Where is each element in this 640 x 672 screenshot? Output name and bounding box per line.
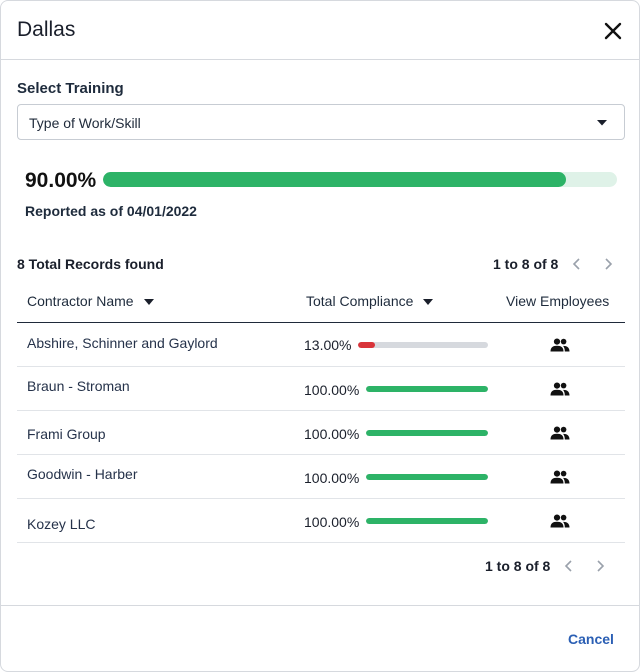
chevron-right-icon[interactable] <box>592 558 608 574</box>
people-icon <box>550 470 570 484</box>
chevron-right-icon[interactable] <box>600 256 616 272</box>
view-employees-button[interactable] <box>550 426 570 440</box>
select-training-label: Select Training <box>17 80 124 97</box>
chevron-left-icon[interactable] <box>561 558 577 574</box>
people-icon <box>550 382 570 396</box>
pagination-bottom: 1 to 8 of 8 <box>485 556 617 576</box>
compliance-bar-fill <box>358 342 375 348</box>
compliance-percent: 100.00% <box>304 426 360 442</box>
training-select[interactable]: Type of Work/Skill <box>17 104 625 140</box>
compliance-percent: 100.00% <box>304 382 360 398</box>
column-header-contractor-name[interactable]: Contractor Name <box>27 293 154 309</box>
overall-compliance-bar <box>103 172 617 187</box>
compliance-bar <box>358 342 488 348</box>
people-icon <box>550 338 570 352</box>
compliance-percent: 100.00% <box>304 470 360 486</box>
caret-down-icon <box>597 120 607 126</box>
close-button[interactable] <box>600 18 626 44</box>
compliance-bar <box>366 386 488 392</box>
dialog-title: Dallas <box>17 18 76 41</box>
overall-compliance-bar-fill <box>103 172 566 187</box>
table-row: Frami Group 100.00% <box>17 411 625 455</box>
dialog-header: Dallas <box>1 1 639 60</box>
pagination-range: 1 to 8 of 8 <box>485 558 551 574</box>
table-row: Braun - Stroman 100.00% <box>17 367 625 411</box>
table-header-divider <box>17 322 625 323</box>
view-employees-button[interactable] <box>550 338 570 352</box>
compliance-bar <box>366 430 488 436</box>
table-row: Kozey LLC 100.00% <box>17 499 625 543</box>
view-employees-button[interactable] <box>550 470 570 484</box>
pagination-top: 1 to 8 of 8 <box>493 254 625 274</box>
cancel-button[interactable]: Cancel <box>568 631 614 647</box>
contractor-name: Kozey LLC <box>27 516 96 532</box>
compliance-bar-fill <box>366 430 488 436</box>
contractor-name: Abshire, Schinner and Gaylord <box>27 335 218 351</box>
column-header-view-employees: View Employees <box>506 293 610 309</box>
overall-compliance-percent: 90.00% <box>25 169 97 192</box>
pagination-range: 1 to 8 of 8 <box>493 256 559 272</box>
people-icon <box>550 514 570 528</box>
table-row: Abshire, Schinner and Gaylord 13.00% <box>17 323 625 367</box>
column-header-contractor-name-label: Contractor Name <box>27 293 134 309</box>
compliance-bar <box>366 474 488 480</box>
compliance-bar-fill <box>366 386 488 392</box>
compliance-bar-fill <box>366 474 488 480</box>
column-header-total-compliance-label: Total Compliance <box>306 293 414 309</box>
reported-date: Reported as of 04/01/2022 <box>25 203 197 219</box>
compliance-percent: 100.00% <box>304 514 360 530</box>
people-icon <box>550 426 570 440</box>
records-count: 8 Total Records found <box>17 256 164 272</box>
compliance-bar <box>366 518 488 524</box>
compliance-percent: 13.00% <box>304 337 352 353</box>
compliance-bar-fill <box>366 518 488 524</box>
footer-divider <box>1 605 639 606</box>
training-select-value: Type of Work/Skill <box>29 115 141 131</box>
column-header-total-compliance[interactable]: Total Compliance <box>306 293 434 309</box>
view-employees-button[interactable] <box>550 514 570 528</box>
chevron-left-icon[interactable] <box>569 256 585 272</box>
close-icon <box>604 22 622 40</box>
contractor-name: Frami Group <box>27 426 106 442</box>
sort-caret-icon <box>423 299 434 306</box>
view-employees-button[interactable] <box>550 382 570 396</box>
contractor-name: Goodwin - Harber <box>27 466 138 482</box>
sort-caret-icon <box>143 299 154 306</box>
contractor-name: Braun - Stroman <box>27 378 130 394</box>
table-row: Goodwin - Harber 100.00% <box>17 455 625 499</box>
